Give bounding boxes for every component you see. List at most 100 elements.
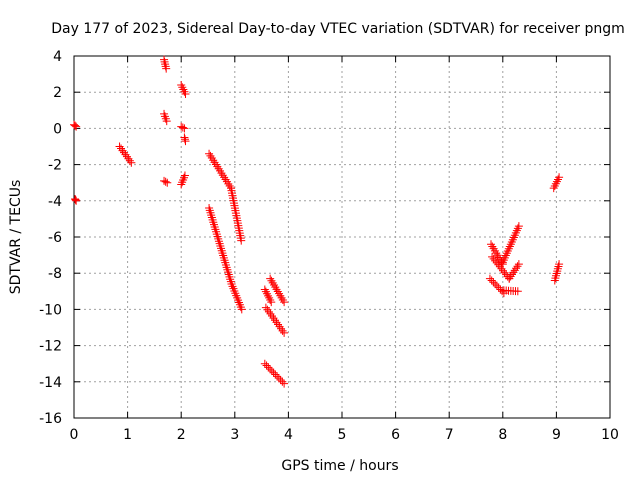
data-point <box>487 276 496 285</box>
data-point <box>277 293 286 302</box>
data-point <box>266 309 275 318</box>
data-point <box>514 222 523 231</box>
data-point <box>162 117 171 126</box>
y-tick-label: -6 <box>48 230 62 246</box>
data-point <box>162 64 171 73</box>
x-tick-label: 2 <box>177 427 186 443</box>
data-point <box>262 361 271 370</box>
data-point <box>213 162 222 171</box>
data-point <box>209 156 218 165</box>
data-points <box>70 55 564 388</box>
data-point <box>272 285 281 294</box>
data-point <box>180 133 189 142</box>
data-point <box>179 175 188 184</box>
data-point <box>118 146 127 155</box>
data-point <box>180 124 189 133</box>
data-point <box>555 260 564 269</box>
data-point <box>180 135 189 144</box>
data-point <box>491 280 500 289</box>
data-point <box>71 121 80 130</box>
data-point <box>277 324 286 333</box>
data-point <box>163 178 172 187</box>
x-tick-label: 9 <box>552 427 561 443</box>
data-point <box>160 176 169 185</box>
data-point <box>125 156 134 165</box>
data-point <box>271 283 280 292</box>
data-point <box>274 374 283 383</box>
data-point <box>276 375 285 384</box>
data-point <box>276 291 285 300</box>
data-point <box>267 312 276 321</box>
data-point <box>494 283 503 292</box>
data-point <box>160 55 169 64</box>
data-point <box>263 305 272 314</box>
data-point <box>262 289 271 298</box>
data-point <box>271 316 279 325</box>
data-point <box>265 293 274 302</box>
y-axis-label: SDTVAR / TECUs <box>8 180 24 295</box>
axis-ticks: 0 1 2 3 4 5 6 7 8 9 10 -16 -14 -12 -10 -8 -6 -4 -2 0 2 4 <box>39 49 619 443</box>
data-point <box>273 372 282 381</box>
y-tick-label: -16 <box>39 411 62 427</box>
data-point <box>218 171 227 180</box>
data-point <box>261 287 270 296</box>
data-point <box>267 298 276 307</box>
data-point <box>72 122 81 131</box>
data-point <box>275 322 284 331</box>
data-point <box>122 152 131 161</box>
data-point <box>269 281 278 290</box>
data-point <box>260 359 269 368</box>
data-point <box>221 175 230 184</box>
data-point <box>71 194 80 203</box>
x-tick-label: 1 <box>123 427 132 443</box>
data-point <box>161 177 170 186</box>
data-point <box>72 196 81 205</box>
data-point <box>222 177 231 186</box>
x-tick-label: 4 <box>284 427 293 443</box>
data-point <box>268 278 277 287</box>
data-point <box>177 122 186 131</box>
data-point <box>224 179 233 188</box>
data-point <box>225 181 234 190</box>
data-point <box>220 173 229 182</box>
data-point <box>269 368 278 377</box>
x-tick-label: 5 <box>338 427 347 443</box>
data-point <box>485 274 494 283</box>
grid-lines <box>74 56 610 418</box>
data-point <box>160 57 169 66</box>
chart-title: Day 177 of 2023, Sidereal Day-to-day VTE… <box>51 21 625 37</box>
data-point <box>71 195 80 204</box>
data-point <box>278 326 287 335</box>
data-point <box>266 296 275 305</box>
data-point <box>237 236 246 245</box>
data-point <box>264 307 273 316</box>
data-point <box>264 291 273 300</box>
data-point <box>117 144 126 153</box>
data-point <box>216 166 225 175</box>
data-point <box>205 149 214 158</box>
data-point <box>489 278 498 287</box>
data-point <box>498 287 507 296</box>
data-point <box>264 363 273 372</box>
y-tick-label: -4 <box>48 194 62 210</box>
data-point <box>124 154 133 163</box>
data-point <box>280 298 289 307</box>
data-point <box>496 285 505 294</box>
x-tick-label: 3 <box>230 427 239 443</box>
data-point <box>271 370 280 379</box>
data-point <box>206 151 215 160</box>
data-point <box>280 379 289 388</box>
y-tick-label: 0 <box>53 121 62 137</box>
data-point <box>514 260 523 269</box>
y-tick-label: -12 <box>39 339 62 355</box>
data-point <box>278 296 287 305</box>
y-tick-label: 4 <box>53 49 62 65</box>
data-point <box>121 150 130 159</box>
data-point <box>507 270 516 279</box>
x-axis-label: GPS time / hours <box>281 458 398 474</box>
data-point <box>266 365 275 374</box>
data-point <box>217 169 226 178</box>
data-point <box>181 90 190 99</box>
data-point <box>505 274 514 283</box>
